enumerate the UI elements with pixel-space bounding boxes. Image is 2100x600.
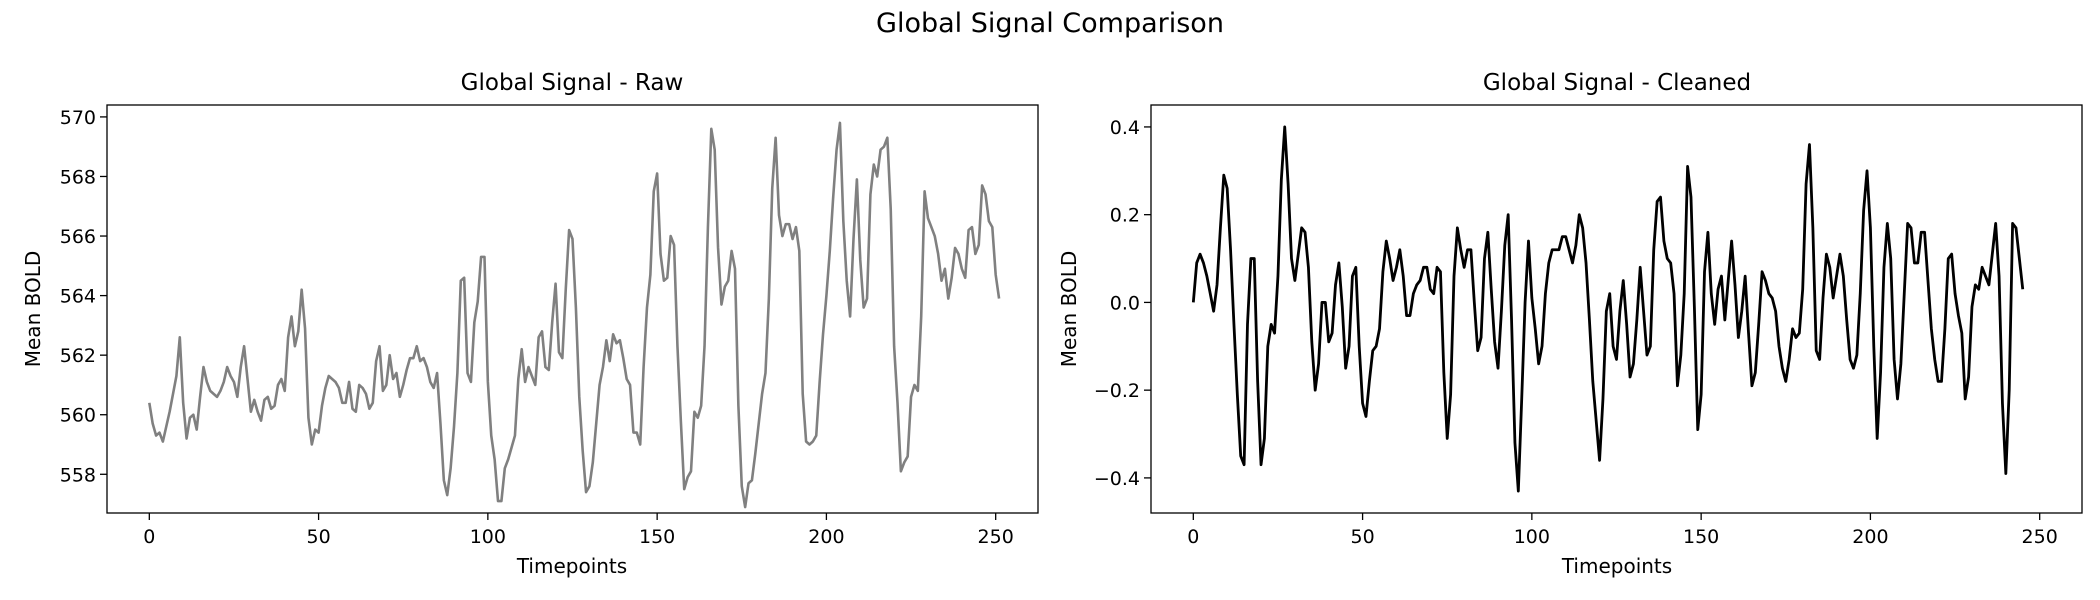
raw-x-axis: 0 50 100 150 200 250 — [143, 513, 1014, 548]
cleaned-x-tick-label: 100 — [1514, 526, 1550, 548]
raw-y-axis-label: Mean BOLD — [21, 251, 45, 368]
raw-x-tick-label: 100 — [470, 526, 506, 548]
cleaned-series-line — [1191, 125, 2025, 493]
raw-plot-frame — [106, 104, 1039, 514]
cleaned-panel-title: Global Signal - Cleaned — [1483, 70, 1751, 96]
raw-x-tick-label: 250 — [978, 526, 1014, 548]
cleaned-signal-panel: Global Signal - Cleaned 0 50 100 150 200 250 … — [1057, 70, 2083, 578]
cleaned-y-tick-label: 0.2 — [1110, 205, 1140, 227]
raw-y-axis: 558 560 562 564 566 568 570 — [60, 107, 107, 486]
raw-signal-panel: Global Signal - Raw 0 50 100 150 200 250 5585… — [21, 70, 1039, 578]
raw-signal-plot — [148, 121, 1001, 509]
cleaned-y-tick-label: 0.4 — [1110, 117, 1140, 139]
raw-panel-title: Global Signal - Raw — [461, 70, 684, 96]
raw-y-tick-label: 564 — [60, 286, 96, 308]
raw-x-tick-label: 150 — [639, 526, 675, 548]
raw-x-axis-label: Timepoints — [516, 554, 627, 578]
cleaned-x-axis: 0 50 100 150 200 250 — [1187, 513, 2058, 548]
raw-x-tick-label: 0 — [143, 526, 155, 548]
raw-x-tick-label: 50 — [306, 526, 330, 548]
cleaned-x-tick-label: 150 — [1683, 526, 1719, 548]
cleaned-y-axis: −0.4 −0.2 0.0 0.2 0.4 — [1094, 117, 1151, 490]
cleaned-plot-frame — [1150, 104, 2083, 514]
cleaned-signal-plot — [1191, 125, 2025, 493]
cleaned-x-tick-label: 250 — [2022, 526, 2058, 548]
cleaned-x-tick-label: 50 — [1350, 526, 1374, 548]
raw-y-tick-label: 560 — [60, 405, 96, 427]
cleaned-y-axis-label: Mean BOLD — [1057, 251, 1081, 368]
figure-title: Global Signal Comparison — [876, 8, 1224, 39]
raw-y-tick-label: 562 — [60, 345, 96, 367]
raw-y-tick-label: 566 — [60, 226, 96, 248]
cleaned-y-tick-label: −0.4 — [1094, 468, 1140, 490]
raw-series-line — [148, 121, 1001, 509]
cleaned-x-axis-label: Timepoints — [1561, 554, 1672, 578]
cleaned-y-tick-label: 0.0 — [1110, 292, 1140, 314]
raw-x-tick-label: 200 — [808, 526, 844, 548]
raw-y-tick-label: 568 — [60, 166, 96, 188]
raw-y-tick-label: 558 — [60, 464, 96, 486]
cleaned-y-tick-label: −0.2 — [1094, 380, 1140, 402]
cleaned-x-tick-label: 0 — [1187, 526, 1199, 548]
raw-y-tick-label: 570 — [60, 107, 96, 129]
cleaned-x-tick-label: 200 — [1852, 526, 1888, 548]
